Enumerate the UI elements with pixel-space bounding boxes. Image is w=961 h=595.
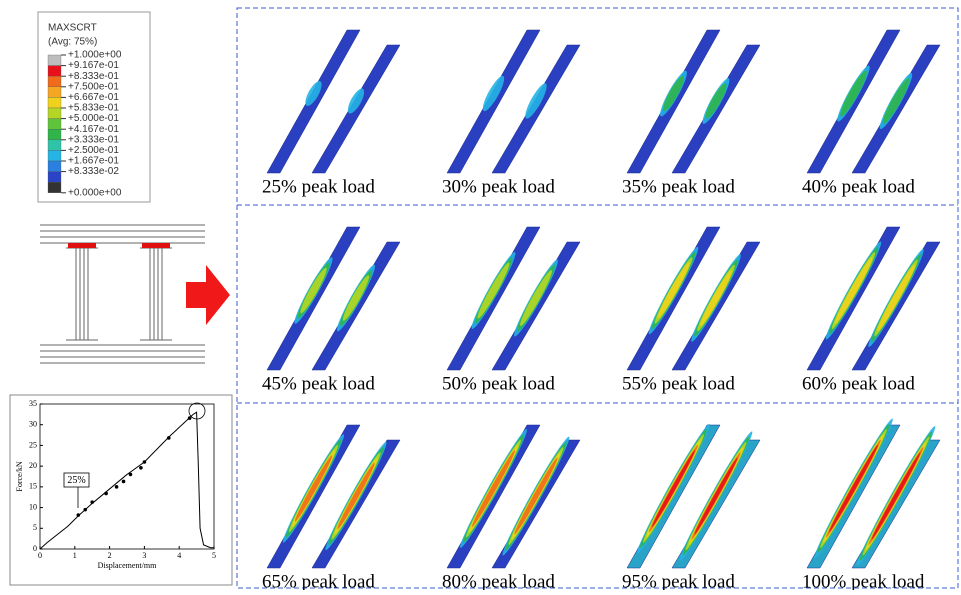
panel-label: 30% peak load <box>442 176 555 197</box>
y-axis-label: Force/kN <box>15 461 24 491</box>
panel-label: 50% peak load <box>442 373 555 394</box>
fe-panel: 30% peak load <box>442 30 580 197</box>
y-tick-label: 5 <box>33 523 37 532</box>
stress-zone <box>470 449 517 528</box>
legend-swatch <box>48 87 61 98</box>
data-point <box>76 513 80 517</box>
fe-panel: 100% peak load <box>802 416 940 590</box>
legend-swatch <box>48 108 61 119</box>
legend-swatch <box>48 119 61 130</box>
legend-label: +6.667e-01 <box>68 92 119 103</box>
fe-panel: 65% peak load <box>262 425 400 590</box>
legend-label: +8.333e-02 <box>68 166 119 177</box>
data-point <box>139 466 143 470</box>
stress-zone <box>693 457 739 536</box>
data-point <box>143 460 147 464</box>
data-point <box>129 473 133 477</box>
data-point <box>104 492 108 496</box>
fe-panel: 45% peak load <box>262 227 400 394</box>
data-point <box>167 436 171 440</box>
stress-zone <box>475 261 513 321</box>
legend-label: +7.500e-01 <box>68 81 119 92</box>
arrow <box>186 265 230 325</box>
y-tick-label: 20 <box>29 461 37 470</box>
legend-swatch <box>48 161 61 172</box>
fe-panel: 55% peak load <box>622 227 760 394</box>
legend-subtitle: (Avg: 75%) <box>48 37 97 48</box>
legend-swatch <box>48 97 61 108</box>
stress-zone <box>875 263 918 332</box>
x-tick-label: 2 <box>108 551 112 560</box>
panel-label: 95% peak load <box>622 571 735 590</box>
stress-zone <box>335 462 377 531</box>
fe-panel: 95% peak load <box>622 421 760 590</box>
legend-swatch <box>48 66 61 77</box>
legend-label: +3.333e-01 <box>68 134 119 145</box>
legend-label: +9.167e-01 <box>68 60 119 71</box>
stress-zone <box>655 261 692 320</box>
fe-panel: 80% peak load <box>442 425 580 590</box>
stress-zone <box>293 454 335 523</box>
legend-swatch <box>48 172 61 183</box>
legend-label: +4.167e-01 <box>68 124 119 135</box>
y-tick-label: 0 <box>33 544 37 553</box>
x-tick-label: 5 <box>212 551 216 560</box>
panel-label: 80% peak load <box>442 571 555 590</box>
legend-swatch <box>48 150 61 161</box>
stress-zone <box>827 444 879 533</box>
y-tick-label: 15 <box>29 482 37 491</box>
legend-label: +2.500e-01 <box>68 145 119 156</box>
legend-swatch <box>48 76 61 87</box>
panel-label: 35% peak load <box>622 176 735 197</box>
fe-panel: 35% peak load <box>622 30 760 197</box>
data-point <box>83 508 87 512</box>
panel-label: 100% peak load <box>802 571 925 590</box>
legend-label: +1.000e+00 <box>68 50 122 61</box>
legend-label: +5.833e-01 <box>68 103 119 114</box>
x-tick-label: 3 <box>142 551 146 560</box>
fe-panel: 25% peak load <box>262 30 400 197</box>
data-point <box>188 416 192 420</box>
fe-panel: 60% peak load <box>802 227 940 394</box>
stress-zone <box>698 269 735 328</box>
data-point <box>115 485 119 489</box>
panel-label: 40% peak load <box>802 176 915 197</box>
panel-label: 25% peak load <box>262 176 375 197</box>
x-tick-label: 4 <box>177 551 181 560</box>
stress-zone <box>512 456 559 535</box>
annotation: 25% <box>67 475 85 486</box>
data-point <box>90 500 94 504</box>
x-tick-label: 1 <box>73 551 77 560</box>
legend-label: +8.333e-01 <box>68 71 119 82</box>
stress-zone <box>650 449 696 528</box>
legend-swatch <box>48 182 61 193</box>
legend-swatch <box>48 129 61 140</box>
figure: MAXSCRT (Avg: 75%) +1.000e+00+9.167e-01+… <box>0 0 961 590</box>
y-tick-label: 10 <box>29 502 37 511</box>
legend-label: +1.667e-01 <box>68 156 119 167</box>
legend-swatch <box>48 140 61 151</box>
stress-zone <box>832 256 875 325</box>
y-tick-label: 35 <box>29 399 37 408</box>
legend-title: MAXSCRT <box>48 23 97 34</box>
data-point <box>122 480 126 484</box>
fe-panel: 50% peak load <box>442 227 580 394</box>
panel-label: 65% peak load <box>262 571 375 590</box>
legend-label: +0.000e+00 <box>68 187 122 198</box>
y-tick-label: 30 <box>29 420 37 429</box>
panel-label: 55% peak load <box>622 373 735 394</box>
x-axis-label: Displacement/mm <box>98 561 157 570</box>
panel-label: 45% peak load <box>262 373 375 394</box>
legend-label: +5.000e-01 <box>68 113 119 124</box>
stress-zone <box>517 268 555 328</box>
beam-schematic <box>40 225 205 363</box>
y-tick-label: 25 <box>29 440 37 449</box>
fe-panel: 40% peak load <box>802 30 940 197</box>
panel-label: 60% peak load <box>802 373 915 394</box>
legend-swatch <box>48 55 61 66</box>
x-tick-label: 0 <box>38 551 42 560</box>
